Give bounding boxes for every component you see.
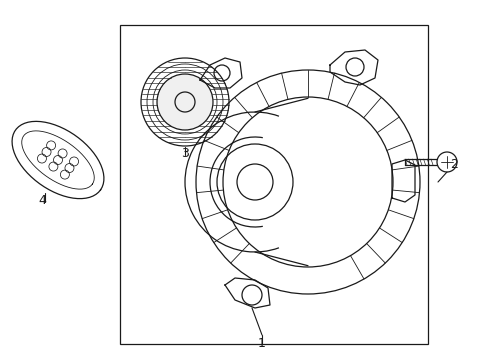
Text: 3: 3: [181, 147, 188, 160]
Text: 2: 2: [449, 158, 457, 171]
Bar: [120, 25, 427, 344]
Text: 4: 4: [38, 194, 46, 207]
Text: 1: 1: [258, 337, 265, 350]
Circle shape: [157, 74, 213, 130]
